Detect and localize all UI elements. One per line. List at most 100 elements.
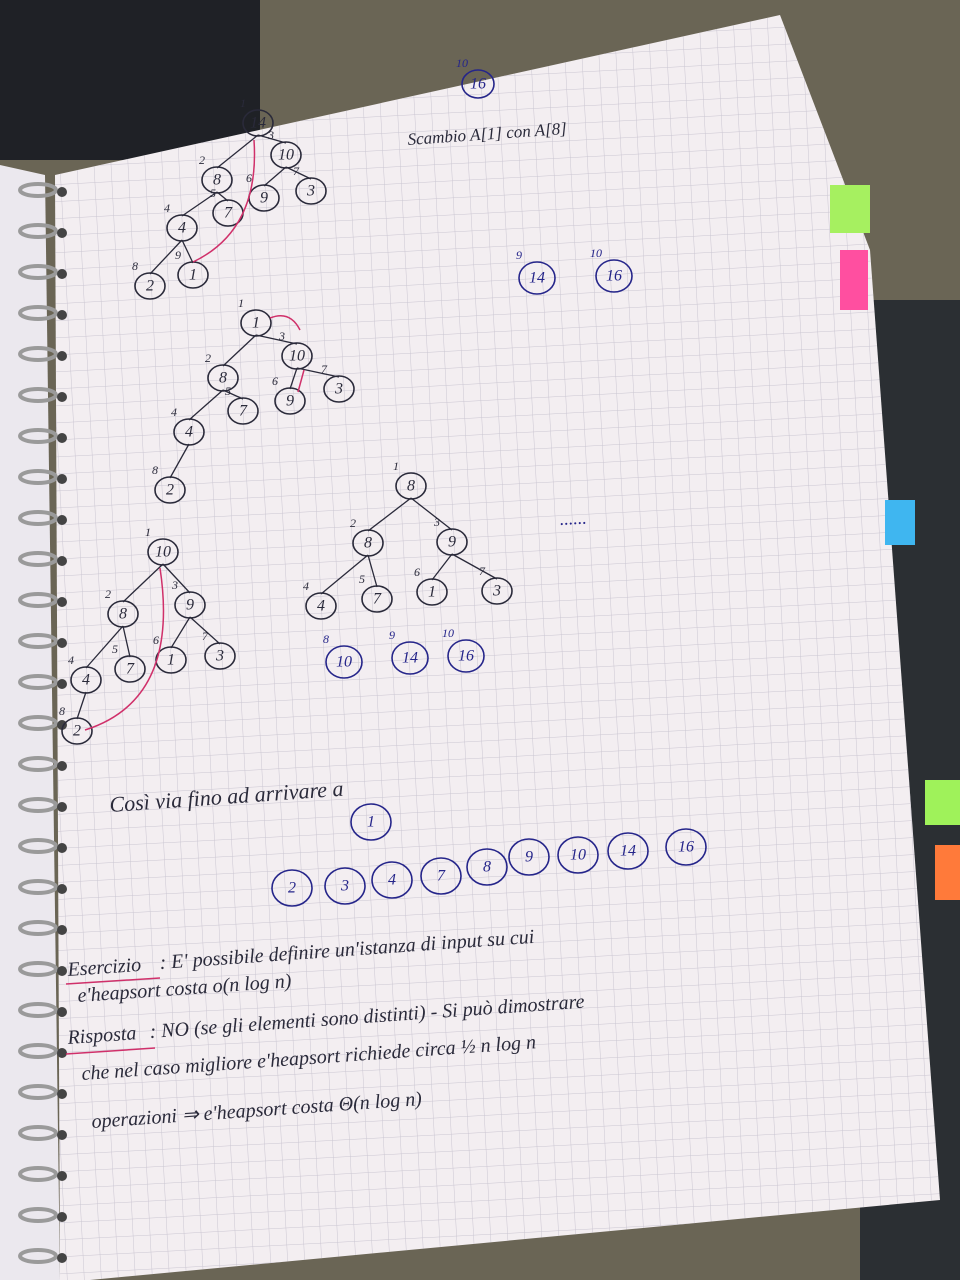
node-label: 9: [286, 393, 294, 410]
node-circle: [270, 141, 302, 169]
node-circle: [518, 261, 556, 295]
ring: [18, 387, 58, 403]
node-label: 1: [252, 315, 260, 332]
hole: [57, 1212, 67, 1222]
node-circle: [557, 836, 599, 874]
node-label: 7: [126, 661, 135, 678]
node-label: 9: [525, 849, 533, 866]
node-label: 3: [492, 583, 501, 600]
node-index: 8: [323, 632, 329, 646]
ring: [18, 305, 58, 321]
node-circle: [201, 166, 233, 194]
node-index: 7: [321, 362, 328, 376]
tree-edge: [216, 134, 259, 169]
node-circle: [274, 387, 306, 415]
hole: [57, 802, 67, 812]
ring: [18, 469, 58, 485]
hole: [57, 1089, 67, 1099]
hole: [57, 228, 67, 238]
node-circle: [395, 472, 427, 500]
hole: [57, 1048, 67, 1058]
tree-edge: [162, 563, 191, 594]
node-index: 10: [456, 56, 468, 70]
ring: [18, 346, 58, 362]
node-circle: [61, 717, 93, 745]
node-index: 2: [350, 516, 356, 530]
node-circle: [447, 639, 485, 673]
node-label: 8: [213, 172, 221, 189]
node-index: 1: [240, 96, 246, 110]
tree-edge: [188, 389, 224, 421]
node-label: 3: [334, 381, 343, 398]
node-index: 9: [516, 248, 522, 262]
tree-edge: [296, 367, 340, 378]
node-index: 3: [171, 578, 178, 592]
ellipsis: ......: [559, 508, 587, 529]
node-circle: [391, 641, 429, 675]
node-circle: [305, 592, 337, 620]
node-circle: [70, 666, 102, 694]
hole: [57, 1130, 67, 1140]
node-label: 8: [119, 606, 127, 623]
hole: [57, 966, 67, 976]
node-circle: [436, 528, 468, 556]
node-circle: [371, 861, 413, 899]
node-label: 7: [437, 868, 446, 885]
dark-fabric: [0, 0, 260, 160]
node-label: 2: [73, 723, 81, 740]
node-label: 16: [458, 648, 474, 665]
node-circle: [173, 418, 205, 446]
ring: [18, 1207, 58, 1223]
tree-edge: [410, 497, 453, 531]
tree-edge: [367, 554, 378, 588]
node-label: 16: [470, 76, 486, 93]
node-index: 10: [590, 246, 602, 260]
node-label: 4: [82, 672, 90, 689]
ring: [18, 1084, 58, 1100]
ring: [18, 838, 58, 854]
node-circle: [466, 848, 508, 886]
swap-arrow: [192, 139, 256, 263]
ring: [18, 797, 58, 813]
node-index: 4: [303, 579, 309, 593]
swap-arrow: [297, 369, 305, 393]
tree-edge: [431, 553, 453, 581]
node-circle: [154, 476, 186, 504]
node-circle: [324, 867, 366, 905]
hole: [57, 269, 67, 279]
node-circle: [242, 109, 274, 137]
node-index: 3: [433, 515, 440, 529]
node-label: 14: [620, 843, 636, 860]
sticky-tab: [935, 845, 960, 900]
swap-arrow: [84, 567, 165, 731]
node-circle: [508, 838, 550, 876]
node-label: 3: [306, 183, 315, 200]
paper-grid: [55, 15, 940, 1280]
node-label: 16: [606, 268, 622, 285]
node-label: 7: [373, 591, 382, 608]
node-label: 2: [166, 482, 174, 499]
node-label: 14: [250, 115, 266, 132]
node-label: 10: [336, 654, 352, 671]
node-circle: [134, 272, 166, 300]
node-circle: [323, 375, 355, 403]
node-index: 4: [164, 201, 170, 215]
sticky-tab: [885, 500, 915, 545]
ring: [18, 1043, 58, 1059]
node-index: 9: [389, 628, 395, 642]
hole: [57, 1007, 67, 1017]
tree-edge: [367, 497, 412, 532]
tree-edge: [189, 616, 221, 645]
node-index: 3: [278, 329, 285, 343]
node-index: 1: [238, 296, 244, 310]
node-label: 3: [340, 878, 349, 895]
hole: [57, 843, 67, 853]
hole: [57, 187, 67, 197]
ring: [18, 182, 58, 198]
node-label: 10: [289, 348, 305, 365]
hole: [57, 720, 67, 730]
node-index: 8: [59, 704, 65, 718]
node-index: 2: [105, 587, 111, 601]
ring: [18, 715, 58, 731]
node-circle: [295, 177, 327, 205]
